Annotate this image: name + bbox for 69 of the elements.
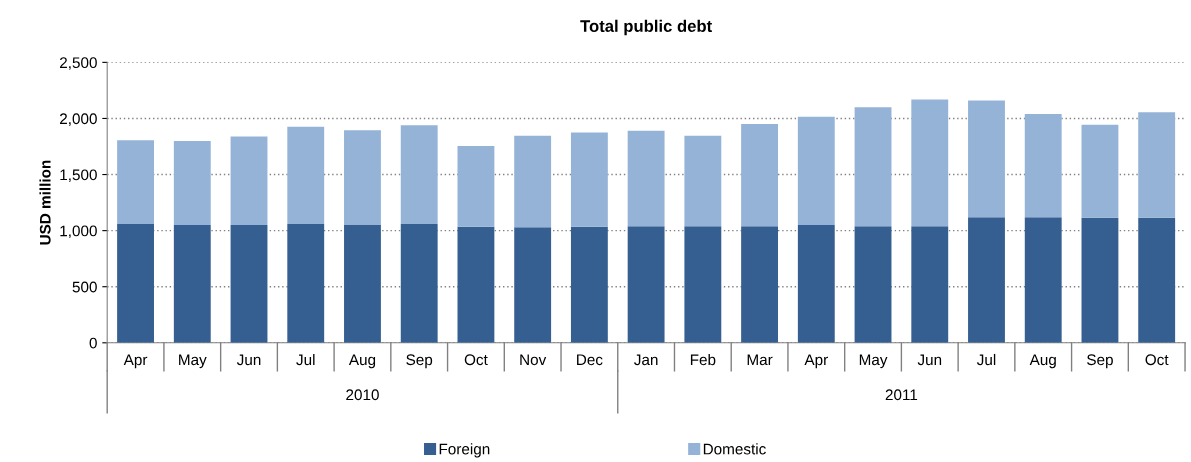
bar xyxy=(514,227,552,343)
y-tick-label: 1,500 xyxy=(60,169,97,183)
x-tick-label: Feb xyxy=(690,353,716,366)
x-tick-label: Jun xyxy=(236,354,261,366)
bar xyxy=(684,226,722,343)
bar xyxy=(344,224,381,343)
x-tick-label: May xyxy=(179,354,207,369)
bar xyxy=(1138,217,1176,343)
bar xyxy=(741,226,779,343)
bar xyxy=(1024,113,1062,218)
text: 2010 xyxy=(346,389,379,401)
x-tick-label: Mar xyxy=(747,354,773,366)
bar xyxy=(117,223,154,343)
y-axis-title: USD million xyxy=(39,160,51,245)
x-tick-label: Jan xyxy=(634,354,658,366)
x-tick-label: Oct xyxy=(464,354,488,366)
x-tick-label: Sep xyxy=(406,354,433,369)
bar xyxy=(797,225,835,343)
x-tick-label: Oct xyxy=(1145,354,1169,366)
bar xyxy=(173,225,211,343)
bar xyxy=(627,130,665,227)
bar xyxy=(457,226,495,343)
bar xyxy=(968,100,1005,218)
bar xyxy=(684,135,722,227)
bar xyxy=(570,132,608,227)
bar xyxy=(400,223,438,343)
bar xyxy=(117,140,154,224)
bar xyxy=(287,223,325,343)
bar xyxy=(570,226,608,343)
bar xyxy=(911,226,949,343)
x-tick-label: Aug xyxy=(348,354,376,369)
y-tick-label: 2,000 xyxy=(60,113,97,126)
chart-title: Total public debt xyxy=(580,19,712,36)
text: 2011 xyxy=(885,389,918,401)
x-tick-label: May xyxy=(859,354,888,369)
bar xyxy=(1138,112,1176,218)
bar xyxy=(1081,124,1119,218)
bar xyxy=(230,136,268,226)
x-tick-label: Jul xyxy=(976,353,996,366)
x-tick-label: Jul xyxy=(296,353,315,366)
bar xyxy=(854,107,892,227)
bar xyxy=(854,226,892,343)
x-tick-label: Sep xyxy=(1087,354,1113,369)
x-tick-label: Nov xyxy=(520,354,547,366)
x-tick-label: Apr xyxy=(123,354,148,369)
bar xyxy=(400,125,438,224)
bar xyxy=(741,124,779,227)
y-tick-label: 500 xyxy=(72,281,97,293)
bar xyxy=(457,145,495,227)
y-tick-label: 0 xyxy=(89,337,97,349)
x-tick-label: Aug xyxy=(1029,354,1056,369)
bar xyxy=(230,225,268,343)
bar xyxy=(627,226,665,343)
bar xyxy=(1081,217,1119,343)
x-tick-label: Dec xyxy=(577,354,603,366)
legend-label: Domestic xyxy=(703,443,766,455)
x-tick-label: Apr xyxy=(804,354,828,369)
bar xyxy=(968,217,1005,343)
bar xyxy=(797,116,835,226)
x-tick-label: Jun xyxy=(917,354,942,366)
bar xyxy=(514,135,552,228)
bar xyxy=(1024,217,1062,343)
bar xyxy=(287,126,325,224)
y-tick-label: 2,500 xyxy=(60,57,97,70)
y-tick-label: 1,000 xyxy=(60,225,97,239)
bar xyxy=(911,99,949,227)
legend-label: Foreign xyxy=(439,443,490,458)
bar xyxy=(173,140,211,226)
bar xyxy=(344,130,381,225)
